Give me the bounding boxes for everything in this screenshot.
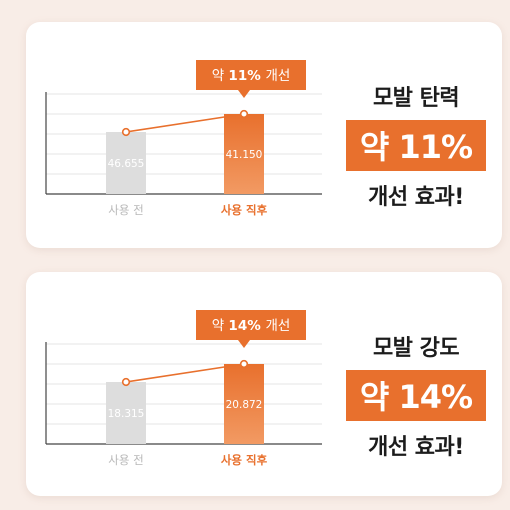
strength-percent-badge: 약 14% — [345, 370, 487, 421]
bar-value-label: 41.150 — [226, 149, 263, 161]
trend-marker — [239, 359, 249, 369]
trend-line — [125, 363, 245, 383]
hair-strength-card: 18.315 사용 전 20.872 사용 직후 약 14% 개선 모발 강도 약 14… — [26, 272, 502, 496]
bar-after — [224, 114, 264, 194]
elasticity-headline: 모발 탄력 — [372, 86, 460, 111]
callout-text: 약 11% 개선 — [212, 68, 291, 84]
callout-box — [196, 60, 306, 98]
elasticity-summary: 모발 탄력 약 11% 개선 효과! — [336, 80, 496, 211]
category-label: 사용 전 — [108, 453, 143, 467]
trend-line — [125, 113, 245, 133]
strength-chart: 18.315 사용 전 20.872 사용 직후 약 14% 개선 — [45, 310, 322, 467]
bar-value-label: 46.655 — [108, 158, 145, 170]
elasticity-effect-text: 개선 효과! — [368, 185, 464, 210]
bar-before — [106, 132, 146, 194]
trend-marker — [121, 127, 131, 137]
trend-marker — [121, 377, 131, 387]
bar-value-label: 18.315 — [108, 408, 145, 420]
callout-text: 약 14% 개선 — [212, 318, 291, 334]
category-label: 사용 전 — [108, 203, 143, 217]
category-label: 사용 직후 — [221, 203, 268, 217]
strength-headline: 모발 강도 — [372, 336, 460, 361]
elasticity-percent-badge: 약 11% — [345, 120, 487, 171]
bar-value-label: 20.872 — [226, 399, 263, 411]
elasticity-chart: 46.655 사용 전 41.150 사용 직후 약 11% 개선 — [45, 60, 322, 217]
category-label: 사용 직후 — [221, 453, 268, 467]
strength-effect-text: 개선 효과! — [368, 435, 464, 460]
bar-before — [106, 382, 146, 444]
trend-marker — [239, 109, 249, 119]
strength-summary: 모발 강도 약 14% 개선 효과! — [336, 330, 496, 461]
callout-box — [196, 310, 306, 348]
bar-after — [224, 364, 264, 444]
hair-elasticity-card: 46.655 사용 전 41.150 사용 직후 약 11% 개선 모발 탄력 약 11… — [26, 22, 502, 248]
